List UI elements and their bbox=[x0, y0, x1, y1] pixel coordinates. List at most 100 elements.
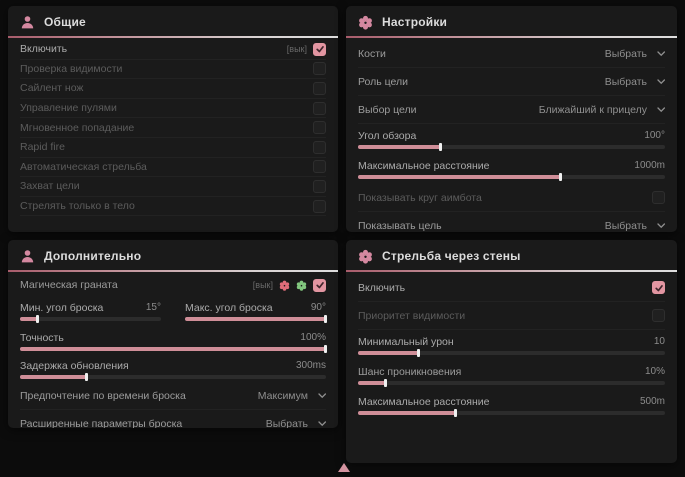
flower-green-icon[interactable] bbox=[296, 280, 307, 291]
row-label: Точность bbox=[20, 331, 64, 344]
row-label: Минимальный урон bbox=[358, 335, 454, 348]
row-instant-hit: Мгновенное попадание bbox=[20, 118, 326, 138]
panel-header: Общие bbox=[8, 6, 338, 36]
throw-angle-sliders: Мин. угол броска 15° Макс. угол броска 9… bbox=[20, 296, 327, 326]
checkbox-body-only[interactable] bbox=[313, 199, 326, 213]
chevron-down-icon bbox=[318, 392, 326, 399]
checkbox-target-lock[interactable] bbox=[313, 179, 326, 193]
row-label: Мгновенное попадание bbox=[20, 121, 135, 134]
row-label: Включить bbox=[358, 281, 406, 294]
panel-header: Стрельба через стены bbox=[346, 240, 677, 270]
slider-max-distance[interactable] bbox=[358, 173, 665, 181]
slider-value: 300ms bbox=[295, 360, 326, 371]
row-label: Максимальное расстояние bbox=[358, 159, 490, 172]
slider-value: 100° bbox=[644, 130, 665, 141]
row-label: Стрелять только в тело bbox=[20, 200, 135, 213]
slider-value: 15° bbox=[145, 302, 161, 313]
checkbox-show-aimbot-circle[interactable] bbox=[652, 191, 665, 204]
row-visibility-check: Проверка видимости bbox=[20, 60, 326, 80]
keybind-badge: [вык] bbox=[252, 280, 273, 290]
slider-update-delay[interactable] bbox=[20, 373, 326, 381]
row-label: Выбор цели bbox=[358, 103, 417, 116]
dropdown-show-target[interactable]: Выбрать bbox=[605, 220, 665, 232]
slider-fov[interactable] bbox=[358, 143, 665, 151]
row-rapid-fire: Rapid fire bbox=[20, 138, 326, 158]
dropdown-target-role[interactable]: Выбрать bbox=[605, 76, 665, 88]
slider-min-throw-angle[interactable] bbox=[20, 315, 161, 323]
row-fov: Угол обзора 100° bbox=[358, 124, 665, 154]
slider-accuracy[interactable] bbox=[20, 345, 327, 353]
slider-value: 10% bbox=[644, 366, 665, 377]
row-bullet-control: Управление пулями bbox=[20, 99, 326, 119]
slider-penetration-chance[interactable] bbox=[358, 379, 665, 387]
checkbox-enable-wallbang[interactable] bbox=[652, 281, 665, 294]
row-accuracy: Точность 100% bbox=[20, 326, 327, 354]
row-label: Задержка обновления bbox=[20, 359, 129, 372]
chevron-down-icon bbox=[657, 222, 665, 229]
checkbox-visibility-check[interactable] bbox=[313, 62, 326, 76]
row-show-target: Показывать цель Выбрать bbox=[358, 212, 665, 232]
row-label: Rapid fire bbox=[20, 141, 65, 154]
row-label: Показывать круг аимбота bbox=[358, 191, 482, 204]
chevron-down-icon bbox=[657, 78, 665, 85]
row-advanced-throw-params: Расширенные параметры броска Выбрать bbox=[20, 410, 326, 428]
row-label: Мин. угол броска bbox=[20, 301, 104, 314]
row-max-distance: Максимальное расстояние 1000m bbox=[358, 154, 665, 184]
dropdown-advanced-throw-params[interactable]: Выбрать bbox=[265, 417, 326, 429]
row-penetration-chance: Шанс проникновения 10% bbox=[358, 360, 665, 390]
row-silent-knife: Сайлент нож bbox=[20, 79, 326, 99]
row-label: Приоритет видимости bbox=[358, 309, 466, 322]
dropdown-target-selection[interactable]: Ближайший к прицелу bbox=[539, 104, 665, 116]
panel-title: Стрельба через стены bbox=[382, 249, 521, 263]
header-divider bbox=[346, 270, 677, 272]
row-show-aimbot-circle: Показывать круг аимбота bbox=[358, 184, 665, 212]
row-magic-grenade: Магическая граната [вык] bbox=[20, 274, 326, 296]
checkbox-silent-knife[interactable] bbox=[313, 81, 326, 95]
panel-general: Общие Включить [вык] Проверка видимости … bbox=[8, 6, 338, 232]
row-label: Магическая граната bbox=[20, 279, 118, 291]
row-label: Показывать цель bbox=[358, 219, 442, 232]
header-divider bbox=[8, 270, 338, 272]
keybind-badge: [вык] bbox=[286, 44, 307, 55]
dropdown-value: Выбрать bbox=[265, 417, 308, 429]
row-body-only: Стрелять только в тело bbox=[20, 197, 326, 217]
slider-value: 10 bbox=[653, 336, 665, 347]
panel-title: Настройки bbox=[382, 15, 448, 29]
row-label: Роль цели bbox=[358, 75, 409, 88]
checkbox-instant-hit[interactable] bbox=[313, 121, 326, 135]
slider-min-damage[interactable] bbox=[358, 349, 665, 357]
users-icon bbox=[20, 15, 35, 30]
dropdown-value: Ближайший к прицелу bbox=[538, 103, 647, 116]
row-max-distance-wallbang: Максимальное расстояние 500m bbox=[358, 390, 665, 420]
checkbox-visibility-priority[interactable] bbox=[652, 309, 665, 322]
row-label: Предпочтение по времени броска bbox=[20, 389, 186, 402]
panel-additional: Дополнительно Магическая граната [вык] М… bbox=[8, 240, 338, 428]
slider-max-throw-angle[interactable] bbox=[185, 315, 327, 323]
row-min-throw-angle: Мин. угол броска 15° bbox=[20, 296, 161, 326]
row-visibility-priority: Приоритет видимости bbox=[358, 302, 665, 330]
row-label: Автоматическая стрельба bbox=[20, 160, 147, 173]
row-target-role: Роль цели Выбрать bbox=[358, 68, 665, 96]
row-label: Угол обзора bbox=[358, 129, 417, 142]
checkbox-auto-fire[interactable] bbox=[313, 160, 326, 174]
row-target-lock: Захват цели bbox=[20, 177, 326, 197]
row-target-selection: Выбор цели Ближайший к прицелу bbox=[358, 96, 665, 124]
panel-header: Дополнительно bbox=[8, 240, 338, 270]
dropdown-value: Выбрать bbox=[604, 75, 647, 88]
row-label: Управление пулями bbox=[20, 102, 117, 115]
flower-red-icon[interactable] bbox=[279, 280, 290, 291]
row-min-damage: Минимальный урон 10 bbox=[358, 330, 665, 360]
dropdown-throw-time-preference[interactable]: Максимум bbox=[258, 390, 326, 402]
row-label: Сайлент нож bbox=[20, 82, 84, 95]
dropdown-bones[interactable]: Выбрать bbox=[605, 48, 665, 60]
header-divider bbox=[346, 36, 677, 38]
slider-value: 100% bbox=[300, 332, 326, 343]
checkbox-bullet-control[interactable] bbox=[313, 101, 326, 115]
checkbox-rapid-fire[interactable] bbox=[313, 140, 326, 154]
slider-max-distance-wallbang[interactable] bbox=[358, 409, 665, 417]
users-icon bbox=[20, 249, 35, 264]
slider-value: 1000m bbox=[634, 160, 665, 171]
checkbox-enable[interactable] bbox=[313, 42, 326, 56]
checkbox-magic-grenade[interactable] bbox=[313, 278, 326, 292]
row-enable: Включить [вык] bbox=[20, 40, 326, 60]
